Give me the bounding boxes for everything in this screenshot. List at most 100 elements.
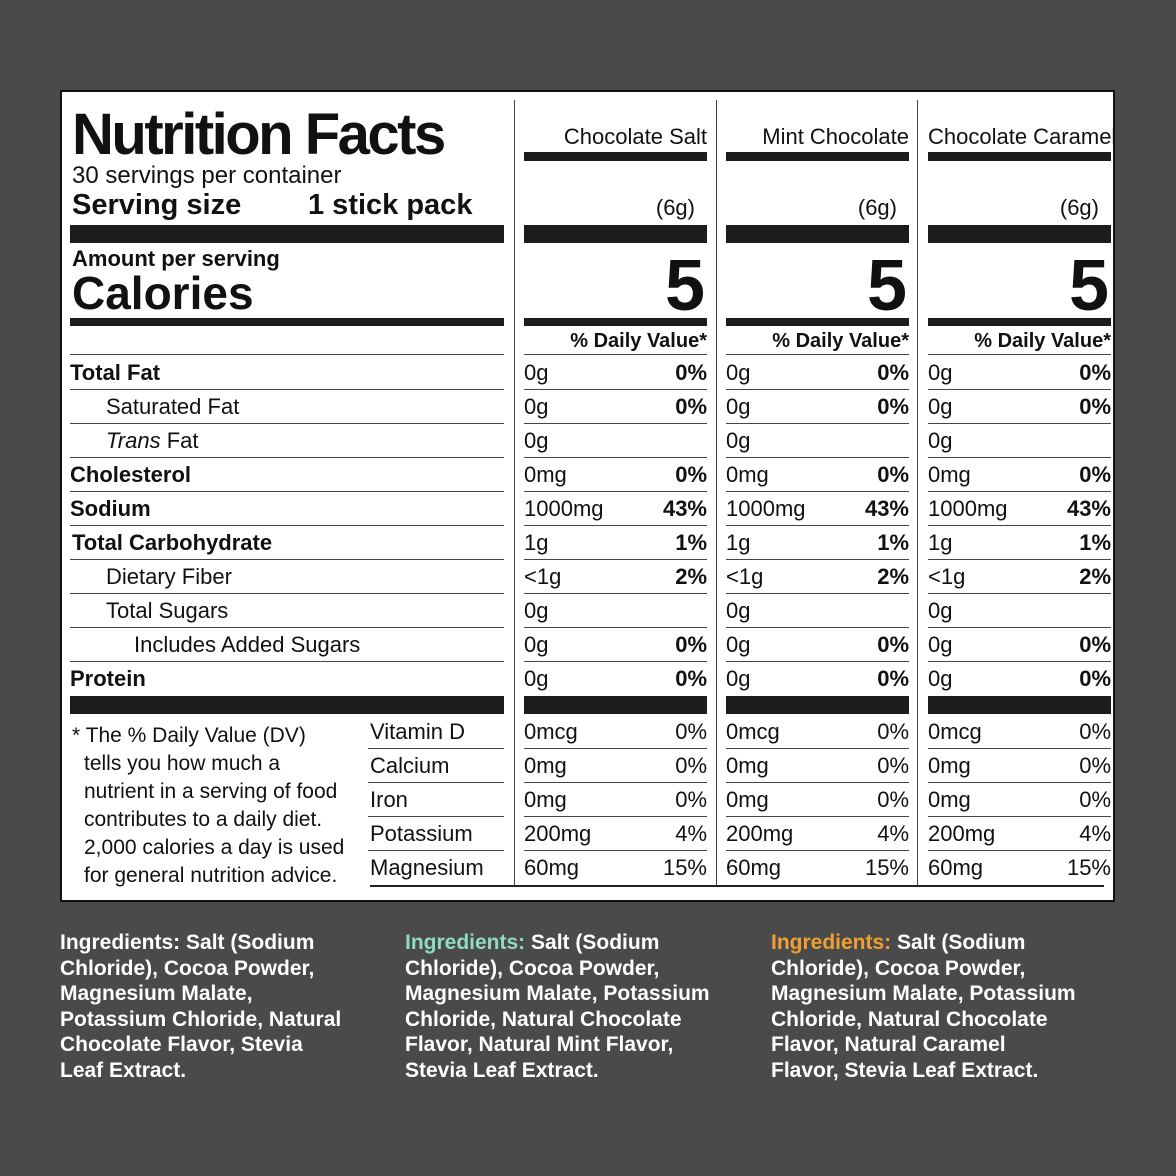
vitamin-amount: 0mg bbox=[726, 753, 769, 778]
nutrient-daily-value: 0% bbox=[675, 360, 707, 385]
vitamin-amount: 0mcg bbox=[928, 719, 982, 744]
rule bbox=[726, 525, 909, 526]
rule bbox=[368, 748, 504, 749]
rule bbox=[726, 627, 909, 628]
nutrient-name: Total Sugars bbox=[106, 598, 229, 623]
footnote-line: tells you how much a bbox=[84, 752, 281, 775]
medium-rule bbox=[70, 318, 504, 326]
rule bbox=[726, 748, 909, 749]
ingredients-line: Leaf Extract. bbox=[60, 1058, 187, 1082]
rule bbox=[70, 423, 504, 424]
rule bbox=[928, 457, 1111, 458]
rule bbox=[928, 661, 1111, 662]
nutrition-label: Nutrition Facts 30 servings per containe… bbox=[60, 90, 1115, 902]
product-rule bbox=[726, 152, 909, 161]
vitamin-daily-value: 15% bbox=[1066, 855, 1111, 880]
nutrient-amount: 0mg bbox=[726, 462, 769, 487]
rule bbox=[524, 627, 707, 628]
nutrient-amount: 0g bbox=[524, 666, 549, 691]
nutrient-amount: 0g bbox=[928, 666, 953, 691]
nutrient-amount: 0mg bbox=[928, 462, 971, 487]
rule bbox=[726, 457, 909, 458]
rule bbox=[726, 850, 909, 851]
rule bbox=[928, 816, 1111, 817]
rule bbox=[70, 389, 504, 390]
thick-rule bbox=[70, 696, 504, 714]
ingredients-block: Ingredients: Salt (Sodium Chloride), Coco… bbox=[405, 930, 750, 1083]
nutrient-amount: 0g bbox=[726, 394, 751, 419]
nutrient-daily-value: 1% bbox=[1079, 530, 1111, 555]
nutrient-amount: 0g bbox=[726, 428, 751, 453]
nutrient-amount: 0g bbox=[928, 428, 953, 453]
nutrient-daily-value: 0% bbox=[877, 360, 909, 385]
thick-rule bbox=[524, 696, 707, 714]
nutrient-name-rest: Fat bbox=[160, 428, 199, 453]
rule bbox=[524, 593, 707, 594]
vitamin-daily-value: 0% bbox=[675, 753, 707, 778]
rule bbox=[368, 782, 504, 783]
ingredients-line: Stevia Leaf Extract. bbox=[405, 1058, 599, 1082]
nutrient-amount: 0g bbox=[524, 632, 549, 657]
rule bbox=[726, 782, 909, 783]
rule bbox=[70, 354, 504, 355]
ingredients-label: Ingredients: bbox=[60, 931, 181, 954]
nutrient-daily-value: 43% bbox=[1066, 496, 1111, 521]
ingredients-line: Flavor, Stevia Leaf Extract. bbox=[771, 1058, 1039, 1082]
nutrient-amount: 1000mg bbox=[928, 496, 1008, 521]
ingredients-line: Magnesium Malate, bbox=[60, 982, 253, 1005]
product-name: Chocolate Salt bbox=[563, 124, 707, 149]
vitamin-daily-value: 4% bbox=[675, 821, 707, 846]
nutrient-daily-value: 0% bbox=[1079, 394, 1111, 419]
nutrient-name: Total Fat bbox=[70, 360, 161, 385]
nutrient-daily-value: 0% bbox=[675, 394, 707, 419]
rule bbox=[726, 816, 909, 817]
nutrient-daily-value: 1% bbox=[877, 530, 909, 555]
nutrient-amount: 0g bbox=[928, 632, 953, 657]
rule bbox=[726, 423, 909, 424]
vitamin-daily-value: 0% bbox=[675, 787, 707, 812]
serving-size-value: 1 stick pack bbox=[308, 189, 473, 221]
vitamin-name: Iron bbox=[370, 787, 408, 812]
nutrient-daily-value: 43% bbox=[864, 496, 909, 521]
rule bbox=[726, 491, 909, 492]
nutrient-amount: <1g bbox=[928, 564, 966, 589]
nutrient-amount: 0g bbox=[928, 360, 953, 385]
rule bbox=[524, 850, 707, 851]
product-serving-grams: (6g) bbox=[655, 195, 695, 220]
nutrient-daily-value: 43% bbox=[662, 496, 707, 521]
calories-label: Calories bbox=[72, 267, 254, 319]
thick-rule bbox=[70, 225, 504, 243]
rule bbox=[524, 816, 707, 817]
rule bbox=[928, 389, 1111, 390]
rule bbox=[524, 661, 707, 662]
vitamin-amount: 0mg bbox=[928, 787, 971, 812]
nutrient-amount: <1g bbox=[524, 564, 562, 589]
rule bbox=[726, 661, 909, 662]
vitamin-amount: 0mg bbox=[524, 787, 567, 812]
rule bbox=[928, 423, 1111, 424]
nutrient-daily-value: 0% bbox=[675, 666, 707, 691]
nutrient-daily-value: 0% bbox=[877, 632, 909, 657]
rule bbox=[524, 389, 707, 390]
rule bbox=[928, 593, 1111, 594]
vitamin-daily-value: 4% bbox=[1079, 821, 1111, 846]
nutrient-amount: 0g bbox=[524, 394, 549, 419]
nutrient-amount: <1g bbox=[726, 564, 764, 589]
nutrient-daily-value: 0% bbox=[877, 666, 909, 691]
product-serving-grams: (6g) bbox=[1059, 195, 1099, 220]
daily-value-header: % Daily Value* bbox=[570, 330, 707, 352]
footnote-line: nutrient in a serving of food bbox=[84, 780, 338, 803]
nutrient-daily-value: 0% bbox=[877, 394, 909, 419]
nutrient-name: Saturated Fat bbox=[106, 394, 240, 419]
nutrient-amount: 0g bbox=[726, 360, 751, 385]
medium-rule bbox=[524, 318, 707, 326]
nutrient-amount: 0g bbox=[524, 360, 549, 385]
nutrient-amount: 0g bbox=[726, 632, 751, 657]
nutrient-daily-value: 0% bbox=[877, 462, 909, 487]
nutrient-amount: 0g bbox=[524, 428, 549, 453]
vitamin-name: Potassium bbox=[370, 821, 473, 846]
nutrient-name-italic: Trans bbox=[106, 428, 161, 453]
footnote-line: * The % Daily Value (DV) bbox=[72, 724, 306, 747]
nutrient-daily-value: 1% bbox=[675, 530, 707, 555]
footnote: * The % Daily Value (DV) tells you how mu… bbox=[72, 722, 362, 890]
